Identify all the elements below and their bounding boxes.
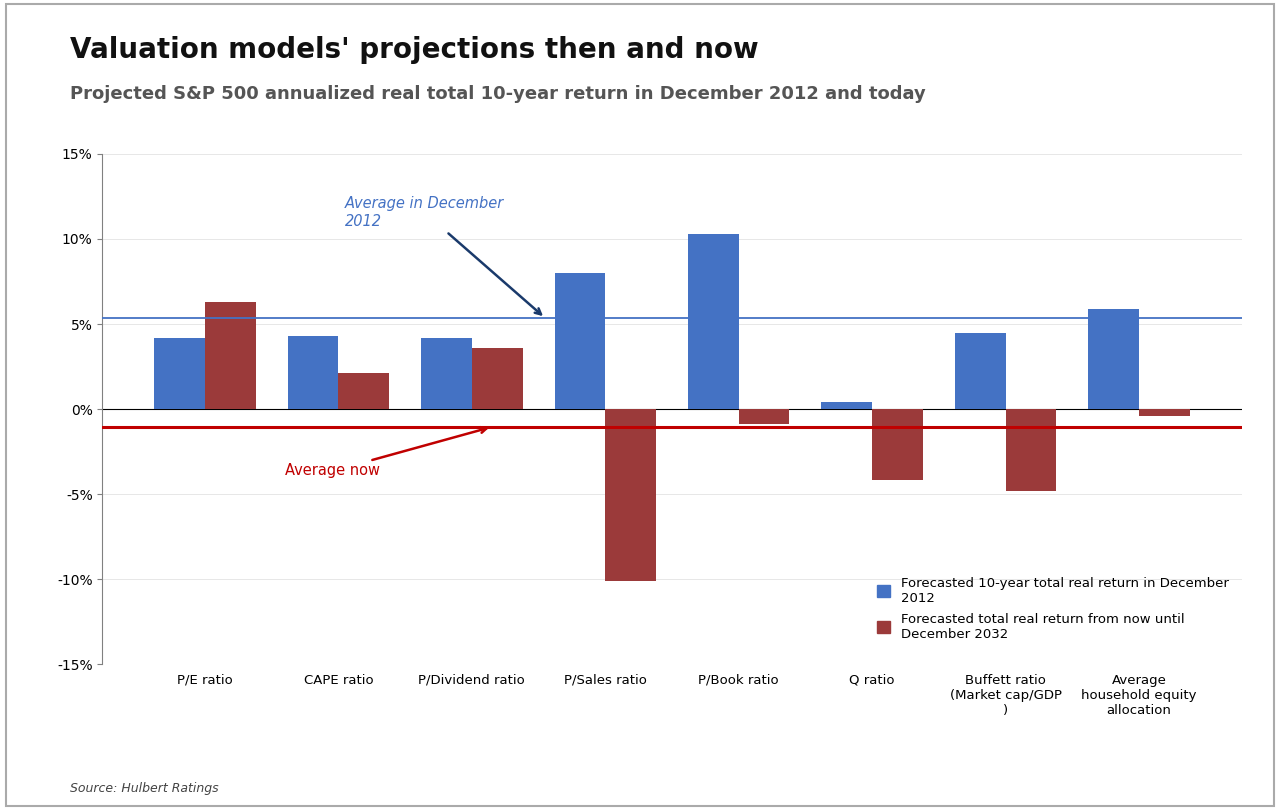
Bar: [1006, 409, 1056, 491]
Bar: [288, 336, 338, 409]
Bar: [955, 332, 1006, 409]
Bar: [338, 373, 389, 409]
Bar: [872, 409, 923, 480]
Bar: [421, 338, 472, 409]
Text: Average now: Average now: [285, 427, 486, 479]
Bar: [1139, 409, 1190, 416]
Text: Average in December
2012: Average in December 2012: [346, 196, 541, 314]
Text: Valuation models' projections then and now: Valuation models' projections then and n…: [70, 36, 759, 65]
Bar: [1088, 309, 1139, 409]
Text: Source: Hulbert Ratings: Source: Hulbert Ratings: [70, 782, 219, 795]
Bar: [154, 338, 205, 409]
Bar: [822, 403, 872, 409]
Bar: [739, 409, 790, 424]
Bar: [472, 347, 522, 409]
Bar: [605, 409, 655, 581]
Legend: Forecasted 10-year total real return in December
2012, Forecasted total real ret: Forecasted 10-year total real return in …: [870, 570, 1235, 647]
Bar: [205, 302, 256, 409]
Bar: [554, 273, 605, 409]
Text: Projected S&P 500 annualized real total 10-year return in December 2012 and toda: Projected S&P 500 annualized real total …: [70, 85, 927, 103]
Bar: [689, 234, 739, 409]
